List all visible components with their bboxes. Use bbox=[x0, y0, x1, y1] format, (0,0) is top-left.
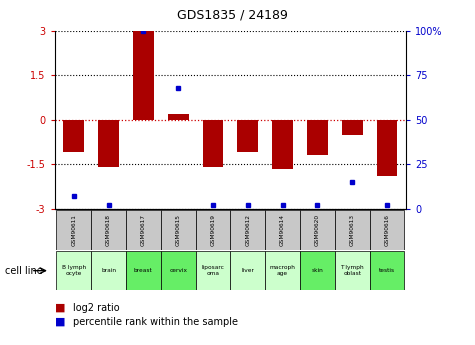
Bar bbox=[161, 210, 196, 250]
Bar bbox=[300, 251, 335, 290]
Bar bbox=[300, 210, 335, 250]
Text: macroph
age: macroph age bbox=[270, 265, 295, 276]
Bar bbox=[202, 120, 223, 167]
Bar bbox=[91, 210, 126, 250]
Text: GSM90619: GSM90619 bbox=[210, 214, 216, 246]
Bar bbox=[272, 120, 293, 169]
Text: GSM90611: GSM90611 bbox=[71, 214, 76, 246]
Text: percentile rank within the sample: percentile rank within the sample bbox=[73, 317, 238, 326]
Bar bbox=[63, 120, 84, 152]
Bar bbox=[168, 114, 189, 120]
Bar bbox=[335, 210, 370, 250]
Text: GSM90620: GSM90620 bbox=[315, 214, 320, 246]
Text: ■: ■ bbox=[55, 303, 65, 313]
Text: ■: ■ bbox=[55, 317, 65, 326]
Bar bbox=[230, 251, 265, 290]
Bar bbox=[196, 210, 230, 250]
Bar bbox=[370, 210, 404, 250]
Text: GSM90615: GSM90615 bbox=[176, 214, 180, 246]
Text: GSM90618: GSM90618 bbox=[106, 214, 111, 246]
Bar bbox=[161, 251, 196, 290]
Bar bbox=[265, 251, 300, 290]
Text: GDS1835 / 24189: GDS1835 / 24189 bbox=[177, 9, 288, 22]
Bar bbox=[307, 120, 328, 155]
Bar bbox=[133, 31, 154, 120]
Text: liver: liver bbox=[241, 268, 254, 273]
Text: cervix: cervix bbox=[169, 268, 187, 273]
Bar bbox=[377, 120, 398, 176]
Bar bbox=[230, 210, 265, 250]
Text: cell line: cell line bbox=[5, 266, 42, 276]
Bar bbox=[342, 120, 362, 135]
Text: T lymph
oblast: T lymph oblast bbox=[341, 265, 364, 276]
Text: testis: testis bbox=[379, 268, 395, 273]
Text: B lymph
ocyte: B lymph ocyte bbox=[62, 265, 86, 276]
Bar bbox=[370, 251, 404, 290]
Text: breast: breast bbox=[134, 268, 153, 273]
Text: skin: skin bbox=[312, 268, 323, 273]
Text: log2 ratio: log2 ratio bbox=[73, 303, 119, 313]
Bar bbox=[98, 120, 119, 167]
Text: GSM90613: GSM90613 bbox=[350, 214, 355, 246]
Text: GSM90617: GSM90617 bbox=[141, 214, 146, 246]
Bar bbox=[238, 120, 258, 152]
Bar bbox=[57, 251, 91, 290]
Text: liposarc
oma: liposarc oma bbox=[201, 265, 224, 276]
Text: GSM90612: GSM90612 bbox=[245, 214, 250, 246]
Bar bbox=[91, 251, 126, 290]
Text: GSM90616: GSM90616 bbox=[384, 214, 390, 246]
Bar bbox=[265, 210, 300, 250]
Bar bbox=[126, 210, 161, 250]
Bar bbox=[196, 251, 230, 290]
Text: brain: brain bbox=[101, 268, 116, 273]
Bar bbox=[126, 251, 161, 290]
Bar bbox=[335, 251, 370, 290]
Text: GSM90614: GSM90614 bbox=[280, 214, 285, 246]
Bar bbox=[57, 210, 91, 250]
